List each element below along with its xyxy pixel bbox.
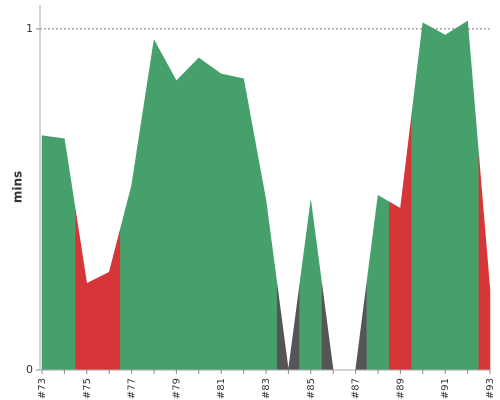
area-segment <box>52 136 76 371</box>
area-segment <box>97 228 121 371</box>
x-tick-label: #89 <box>395 378 406 399</box>
area-segment <box>75 210 99 371</box>
area-segment <box>321 285 345 371</box>
area-segment <box>411 22 435 371</box>
y-axis-label: mins <box>11 171 25 203</box>
area-segment <box>120 112 144 371</box>
area-segment <box>366 194 390 371</box>
x-tick-label: #75 <box>82 378 93 399</box>
area-segment <box>142 39 166 371</box>
x-tick-label: #73 <box>37 378 48 399</box>
area-segment <box>299 200 323 371</box>
area-segment <box>276 285 300 371</box>
x-tick-label: #93 <box>485 378 496 399</box>
area-segment <box>254 139 278 371</box>
area-segment <box>433 27 457 371</box>
x-tick-label: #87 <box>351 378 362 399</box>
area-segment <box>478 155 491 371</box>
area-segment <box>344 282 368 371</box>
x-tick-label: #77 <box>127 378 138 399</box>
x-tick-label: #85 <box>306 378 317 399</box>
x-tick-label: #79 <box>171 378 182 399</box>
area-segment <box>209 65 233 371</box>
x-tick-label: #91 <box>440 378 451 399</box>
area-segment <box>388 115 412 371</box>
area-segment <box>164 60 188 371</box>
area-segment <box>456 20 480 371</box>
y-tick-label: 1 <box>26 22 33 35</box>
area-segment <box>41 135 54 371</box>
area-segment <box>232 75 256 371</box>
y-tick-label: 0 <box>26 363 33 376</box>
x-tick-label: #81 <box>216 378 227 399</box>
x-tick-label: #83 <box>261 378 272 399</box>
area-segment <box>187 57 211 371</box>
